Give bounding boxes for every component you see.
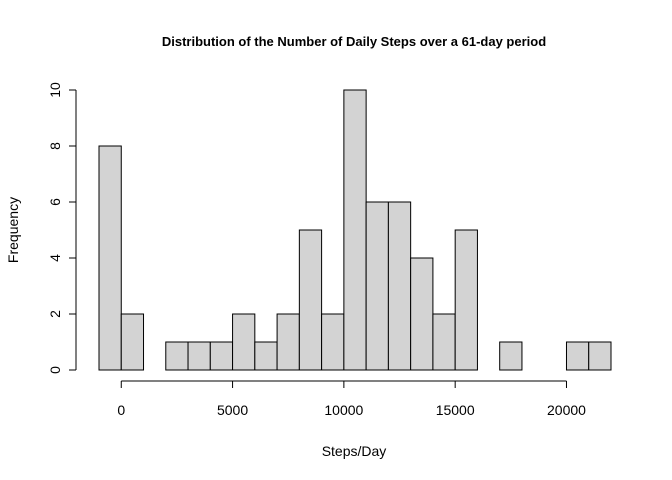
histogram-bar: [410, 257, 434, 371]
y-tick-label: 10: [47, 82, 63, 98]
histogram-bar: [321, 313, 345, 371]
histogram-bar: [276, 313, 300, 371]
histogram-bar: [343, 89, 367, 371]
histogram-bar: [98, 145, 122, 371]
histogram-bar: [454, 229, 478, 371]
histogram-bar: [165, 341, 189, 371]
histogram-bar: [432, 313, 456, 371]
x-tick-label: 10000: [324, 402, 363, 418]
bars-group: [98, 89, 612, 371]
x-axis: 0 5000 10000 15000 20000: [117, 380, 586, 418]
histogram-bar: [499, 341, 523, 371]
y-tick-label: 4: [47, 254, 63, 262]
histogram-bar: [298, 229, 323, 371]
x-tick-label: 0: [117, 402, 125, 418]
x-tick-label: 15000: [436, 402, 475, 418]
histogram-bar: [232, 313, 256, 371]
histogram-bar: [120, 313, 145, 371]
histogram-bar: [365, 201, 389, 371]
histogram-bar: [209, 341, 234, 371]
x-axis-label: Steps/Day: [322, 443, 387, 459]
y-tick-label: 2: [47, 310, 63, 318]
chart-title: Distribution of the Number of Daily Step…: [162, 34, 546, 49]
y-axis-label: Frequency: [5, 197, 21, 263]
x-tick-label: 20000: [547, 402, 586, 418]
y-tick-label: 8: [47, 142, 63, 150]
histogram-bar: [387, 201, 412, 371]
y-axis: 0 2 4 6 8 10: [47, 82, 77, 374]
histogram-bar: [187, 341, 211, 371]
y-tick-label: 6: [47, 198, 63, 206]
y-tick-label: 0: [47, 366, 63, 374]
histogram-bar: [254, 341, 278, 371]
histogram-bar: [565, 341, 590, 371]
x-tick-label: 5000: [217, 402, 248, 418]
histogram-bar: [588, 341, 612, 371]
